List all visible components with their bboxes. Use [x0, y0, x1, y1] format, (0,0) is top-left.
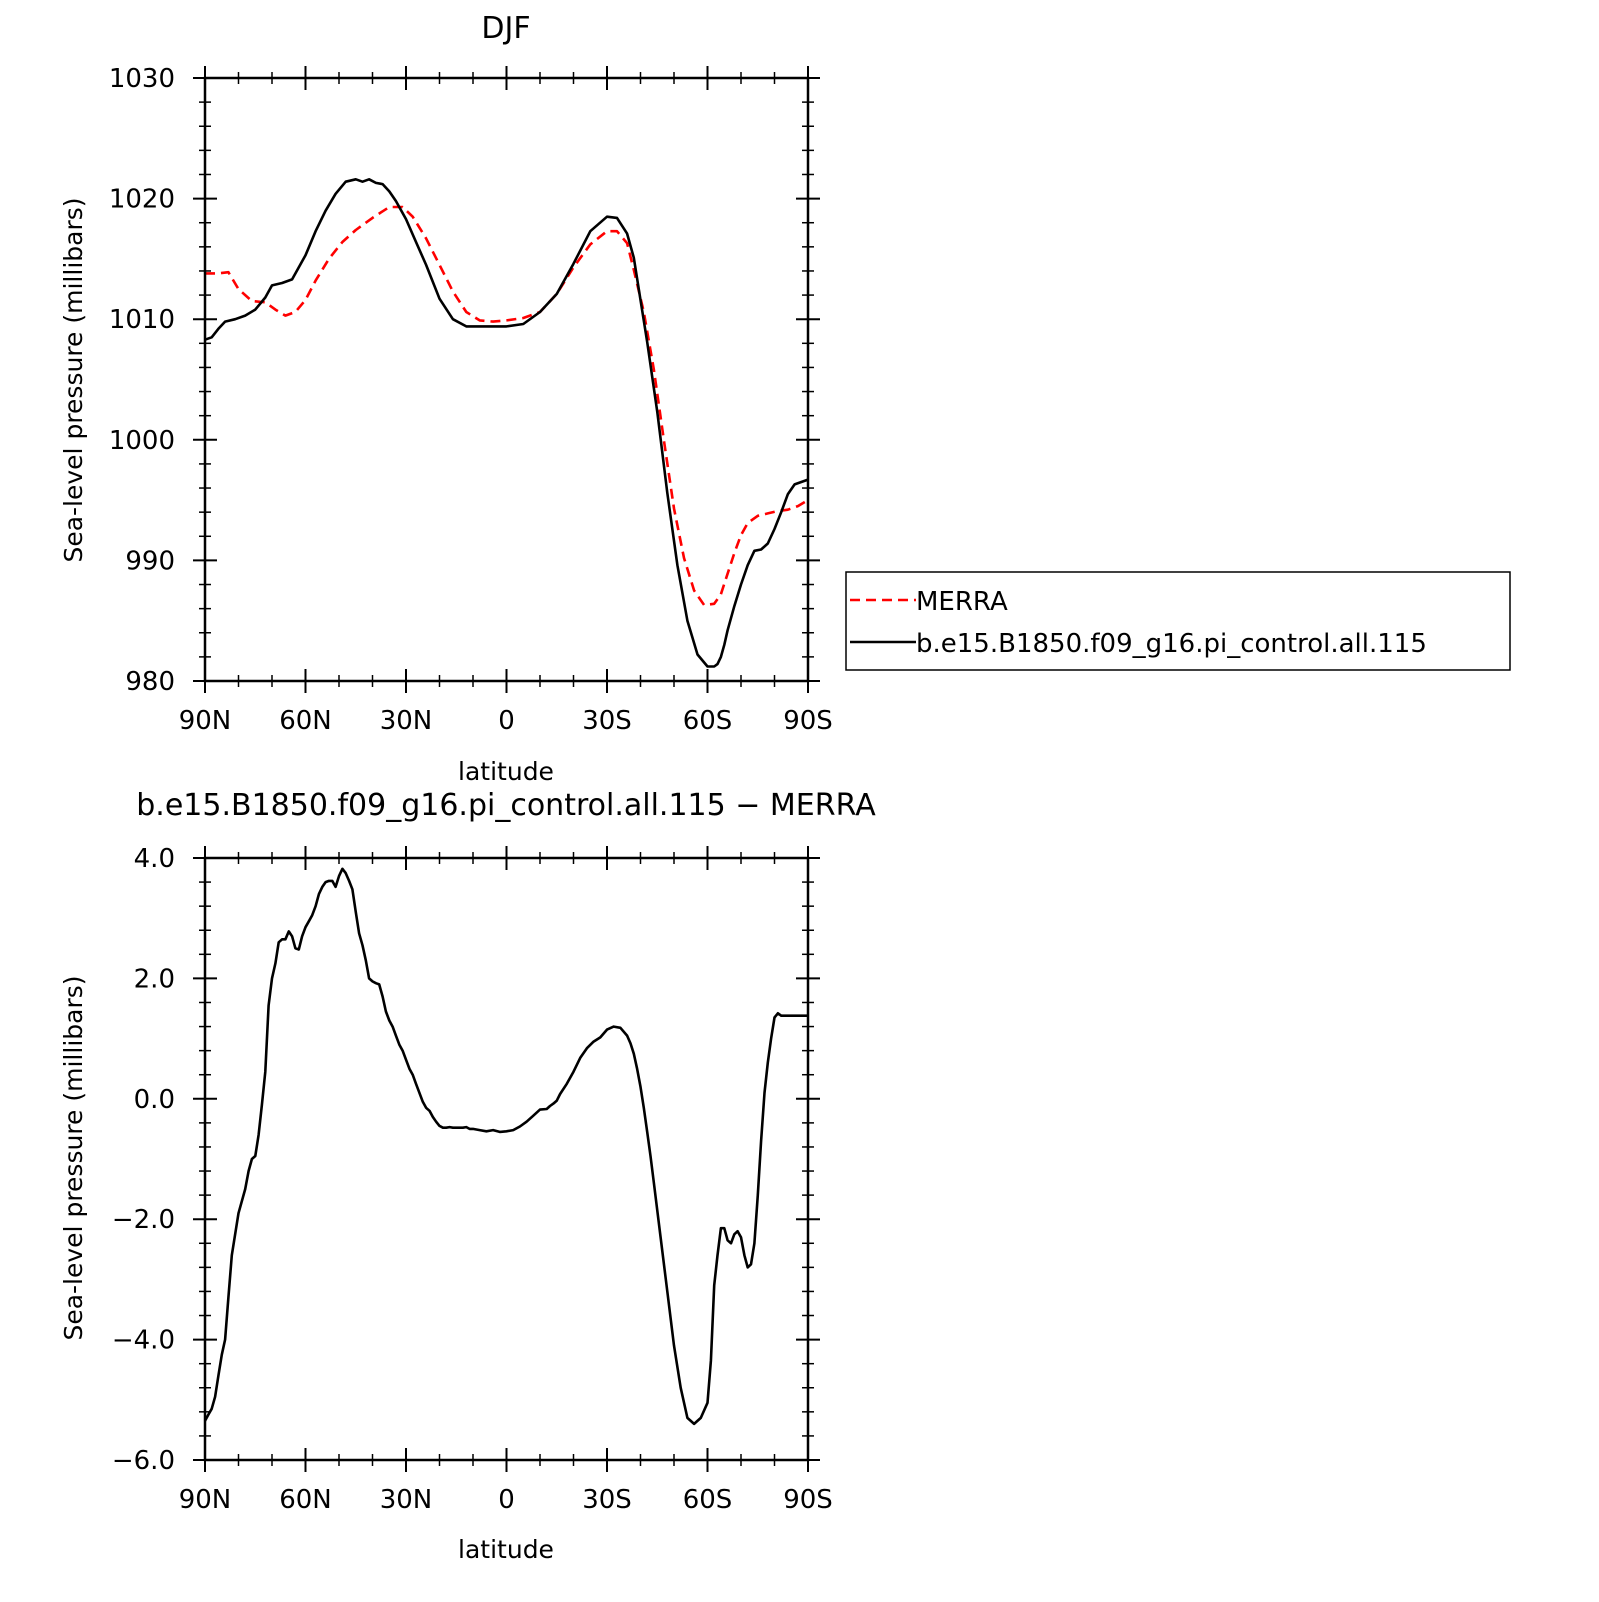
series-line-difference	[203, 867, 808, 1426]
x-tick-label: 90S	[783, 1485, 833, 1515]
x-tick-label: 30N	[380, 1485, 433, 1515]
series-line-b-e15-b1850-f09-g16-pi-control-all-115	[204, 178, 809, 668]
plot-area: 90N 60N 30N 0 30S 60S 90S 980 990 1000 1010 1020 103…	[109, 64, 833, 736]
y-tick-label: 1020	[109, 185, 175, 215]
y-tick-label: −4.0	[112, 1326, 175, 1356]
y-tick-label: 2.0	[134, 964, 175, 994]
x-tick-label: 0	[498, 706, 515, 736]
y-tick-label: 0.0	[134, 1085, 175, 1115]
plot-frame	[203, 76, 810, 683]
legend: MERRA b.e15.B1850.f09_g16.pi_control.all…	[845, 571, 1511, 671]
x-tick-label: 30S	[582, 1485, 632, 1515]
x-axis-label: latitude	[458, 1535, 554, 1564]
x-tick-label: 60S	[683, 1485, 733, 1515]
y-axis-label: Sea-level pressure (millibars)	[59, 975, 88, 1340]
y-tick-label: 1000	[109, 426, 175, 456]
x-axis-label: latitude	[458, 757, 554, 786]
panel-bottom: b.e15.B1850.f09_g16.pi_control.all.115 −…	[59, 788, 876, 1564]
chart-title: b.e15.B1850.f09_g16.pi_control.all.115 −…	[136, 788, 876, 823]
x-tick-label: 30S	[582, 706, 632, 736]
series-line-merra	[205, 205, 809, 607]
x-tick-label: 60S	[683, 706, 733, 736]
legend-box	[845, 571, 1511, 671]
x-tick-label: 60N	[279, 1485, 332, 1515]
x-tick-label: 90N	[179, 1485, 232, 1515]
x-tick-label: 90N	[179, 706, 232, 736]
y-tick-label: 990	[125, 546, 175, 576]
x-tick-label: 90S	[783, 706, 833, 736]
y-tick-label: 980	[125, 667, 175, 697]
legend-label-model: b.e15.B1850.f09_g16.pi_control.all.115	[916, 629, 1427, 659]
y-tick-label: 1030	[109, 64, 175, 94]
y-tick-label: −6.0	[112, 1446, 175, 1476]
x-tick-label: 30N	[380, 706, 433, 736]
y-axis-label: Sea-level pressure (millibars)	[59, 197, 88, 562]
y-tick-label: 4.0	[134, 844, 175, 874]
plot-area: 90N 60N 30N 0 30S 60S 90S −6.0 −4.0 −2.0 0.0 2.0 4.0	[112, 844, 833, 1515]
chart-title: DJF	[481, 11, 530, 46]
y-tick-label: 1010	[109, 305, 175, 335]
legend-label-merra: MERRA	[916, 587, 1008, 617]
x-tick-label: 0	[498, 1485, 515, 1515]
y-tick-label: −2.0	[112, 1205, 175, 1235]
x-tick-label: 60N	[279, 706, 332, 736]
panel-top: DJF 90N 60N 30N 0 30S 60S 90S 980 990 1000 1010 102…	[59, 11, 833, 786]
